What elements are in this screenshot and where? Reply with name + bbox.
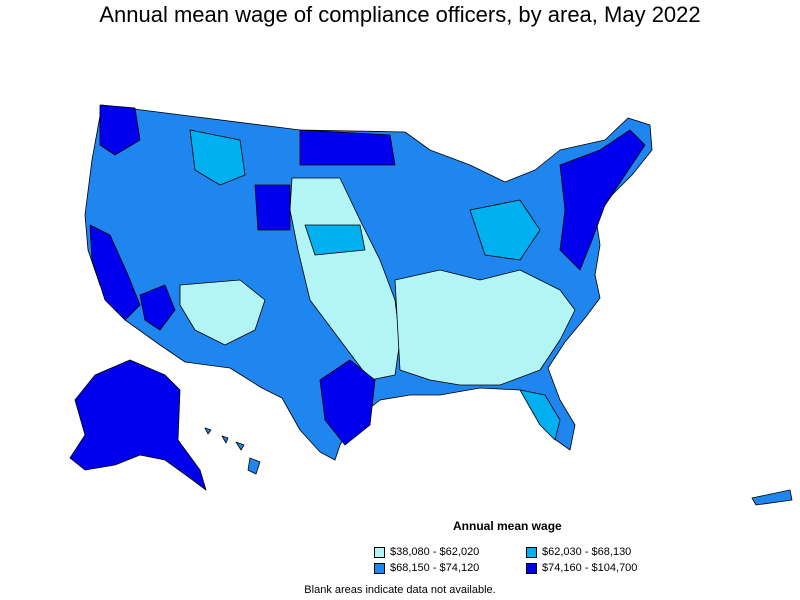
legend-item-highest: $74,160 - $104,700 [526, 562, 637, 574]
region-high-wyoming [254, 184, 291, 231]
region-high-northeast [559, 129, 646, 271]
region-mid-north [189, 129, 246, 186]
legend-label-highest: $74,160 - $104,700 [542, 562, 638, 574]
legend-label-lowest: $38,080 - $62,020 [390, 546, 480, 558]
footnote: Blank areas indicate data not available. [304, 584, 496, 596]
legend-item-second: $62,030 - $68,130 [526, 546, 631, 558]
region-mid-plains [304, 224, 366, 256]
region-high-north-dakota [299, 129, 396, 166]
region-mid-east [469, 199, 541, 261]
region-high-california [89, 224, 141, 321]
legend-swatch-highest [526, 562, 537, 574]
legend-swatch-lowest [374, 546, 385, 558]
legend-item-lowest: $38,080 - $62,020 [374, 546, 479, 558]
legend-item-third: $68,150 - $74,120 [374, 562, 479, 574]
region-high-texas [319, 359, 376, 446]
region-high-pacific-nw [99, 104, 141, 156]
region-mid-florida [519, 389, 561, 441]
legend-title: Annual mean wage [453, 519, 562, 533]
legend-swatch-second [526, 546, 537, 558]
puerto-rico [751, 489, 793, 506]
region-low-southwest [179, 279, 266, 346]
legend-swatch-third [374, 562, 385, 574]
region-high-arizona [139, 284, 176, 331]
legend-label-second: $62,030 - $68,130 [542, 546, 632, 558]
hawaii-islands [204, 427, 261, 475]
map-title: Annual mean wage of compliance officers,… [99, 2, 701, 27]
region-low-south [394, 269, 576, 386]
legend-label-third: $68,150 - $74,120 [390, 562, 480, 574]
alaska [69, 359, 207, 491]
